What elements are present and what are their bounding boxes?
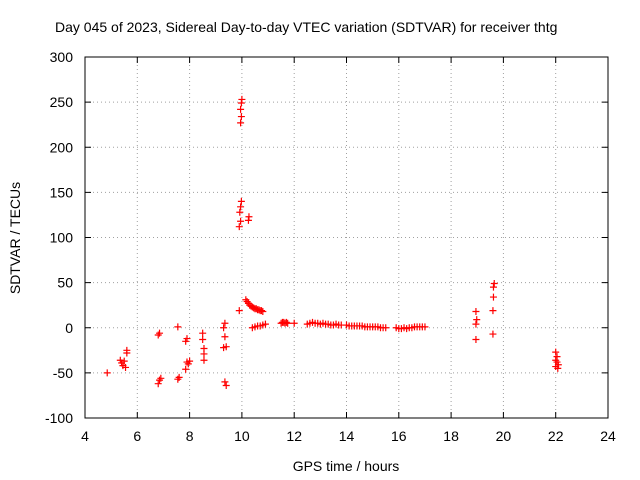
data-point	[235, 223, 243, 231]
data-point	[472, 308, 480, 316]
data-point	[186, 357, 194, 365]
data-point	[290, 319, 298, 327]
data-point	[238, 95, 246, 103]
data-point	[473, 316, 481, 324]
data-point	[221, 378, 229, 386]
data-point	[154, 331, 162, 339]
x-tick-label: 22	[548, 428, 564, 444]
x-tick-label: 16	[391, 428, 407, 444]
data-point	[103, 369, 111, 377]
data-point	[156, 376, 164, 384]
data-points	[103, 95, 562, 390]
data-point	[382, 324, 390, 332]
data-point	[123, 346, 131, 354]
data-point	[199, 335, 207, 343]
data-point	[261, 320, 269, 328]
data-point	[472, 320, 480, 328]
x-tick-label: 10	[234, 428, 250, 444]
data-point	[237, 105, 245, 113]
y-tick-label: -100	[45, 410, 73, 426]
data-point	[122, 363, 130, 371]
x-axis-label: GPS time / hours	[293, 458, 400, 474]
data-point	[554, 364, 562, 372]
axis-ticks	[84, 56, 609, 419]
data-point	[489, 307, 497, 315]
data-point	[221, 333, 229, 341]
data-point	[282, 318, 290, 326]
data-point	[120, 357, 128, 365]
data-point	[222, 382, 230, 390]
data-point	[489, 293, 497, 301]
y-axis-label: SDTVAR / TECUs	[7, 182, 23, 294]
data-point	[236, 208, 244, 216]
data-point	[421, 323, 429, 331]
data-point	[157, 374, 165, 382]
data-point	[258, 307, 266, 315]
data-point	[174, 375, 182, 383]
data-point	[199, 329, 207, 337]
x-tick-label: 14	[339, 428, 355, 444]
y-tick-label: 200	[50, 139, 74, 155]
x-tick-label: 4	[81, 428, 89, 444]
x-tick-label: 18	[443, 428, 459, 444]
chart-title: Day 045 of 2023, Sidereal Day-to-day VTE…	[55, 19, 557, 35]
data-point	[489, 283, 497, 291]
x-tick-label: 12	[286, 428, 302, 444]
data-point	[245, 213, 253, 221]
y-tick-label: 300	[50, 49, 74, 65]
y-tick-labels: -100 -50 0 50 100 150 200 250 300	[45, 49, 73, 426]
x-tick-label: 8	[186, 428, 194, 444]
x-tick-label: 20	[496, 428, 512, 444]
data-point	[237, 217, 245, 225]
data-point	[200, 350, 208, 358]
x-tick-label: 6	[133, 428, 141, 444]
data-point	[174, 323, 182, 331]
data-point	[552, 348, 560, 356]
data-point	[220, 344, 228, 352]
data-point	[237, 119, 245, 127]
data-point	[490, 280, 498, 288]
grid-lines	[85, 57, 608, 418]
data-point	[472, 335, 480, 343]
data-point	[259, 308, 267, 316]
data-point	[237, 203, 245, 211]
y-tick-label: -50	[53, 365, 73, 381]
y-tick-label: 50	[57, 275, 73, 291]
data-point	[284, 319, 292, 327]
data-point	[183, 335, 191, 343]
data-point	[220, 324, 228, 332]
x-tick-label: 24	[600, 428, 616, 444]
data-point	[489, 330, 497, 338]
data-point	[237, 197, 245, 205]
y-tick-label: 100	[50, 230, 74, 246]
data-point	[175, 373, 183, 381]
data-point	[200, 356, 208, 364]
data-point	[154, 380, 162, 388]
data-point	[182, 365, 190, 373]
x-tick-labels: 4 6 8 10 12 14 16 18 20 22 24	[81, 428, 616, 444]
data-point	[237, 113, 245, 121]
data-point	[235, 307, 243, 315]
y-tick-label: 250	[50, 94, 74, 110]
y-tick-label: 0	[65, 320, 73, 336]
y-tick-label: 150	[50, 184, 74, 200]
data-point	[156, 329, 164, 337]
data-point	[221, 319, 229, 327]
